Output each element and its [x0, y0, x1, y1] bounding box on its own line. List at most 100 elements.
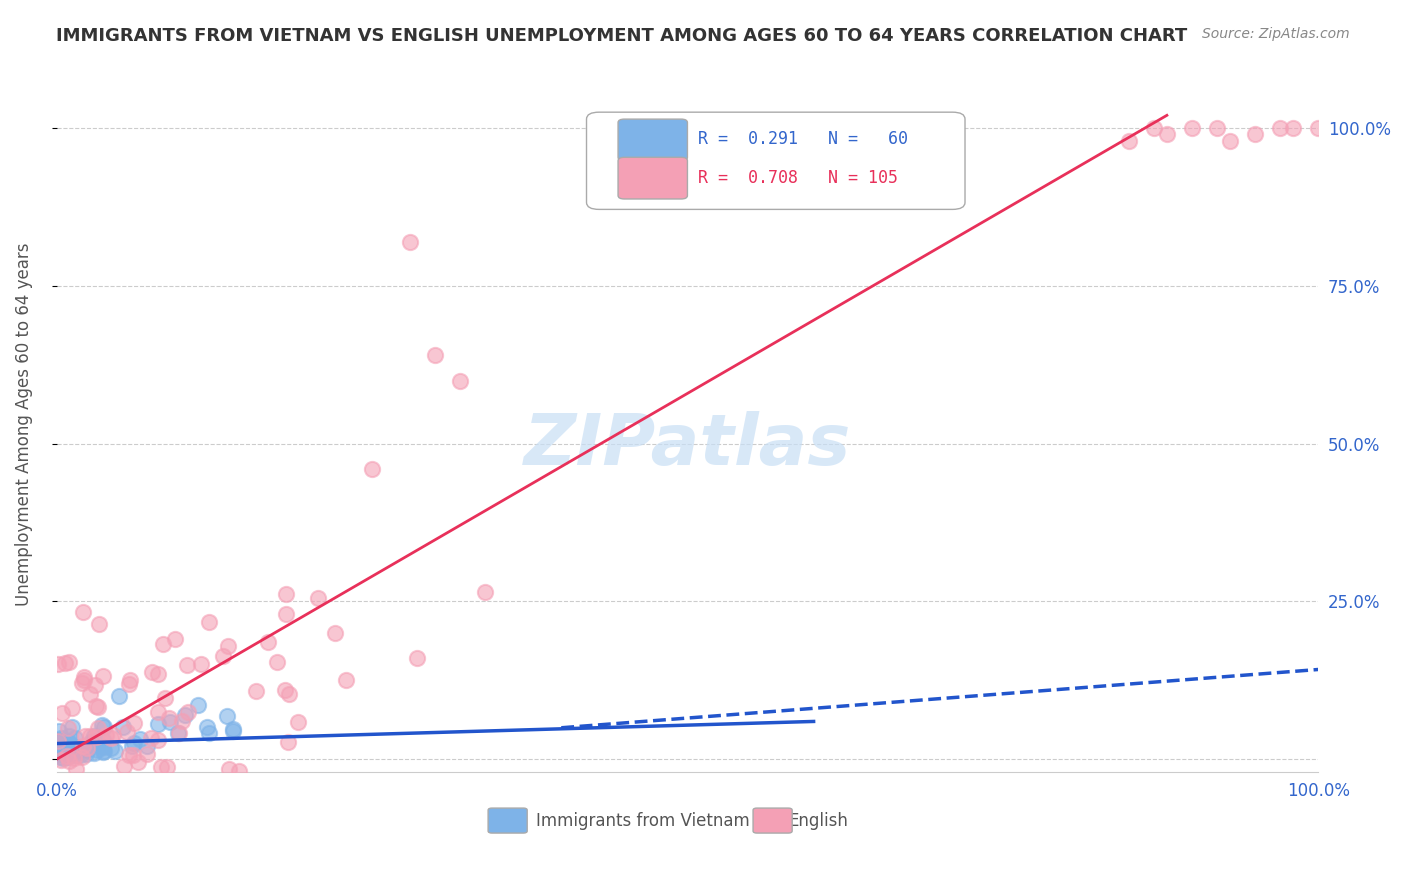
Point — [118, 677, 141, 691]
Point — [56, 749, 79, 764]
Point — [48, 750, 70, 764]
FancyBboxPatch shape — [488, 808, 527, 833]
Point — [76, 740, 98, 755]
Point — [93, 744, 115, 758]
Point — [87, 616, 110, 631]
Point — [197, 726, 219, 740]
FancyBboxPatch shape — [619, 120, 688, 161]
Point — [51, 731, 73, 745]
Point — [55, 784, 77, 798]
Point — [166, 725, 188, 739]
Point — [104, 743, 127, 757]
Point — [65, 743, 87, 757]
Text: English: English — [789, 812, 848, 830]
Point — [58, 754, 80, 768]
Point — [73, 673, 96, 687]
Point — [75, 747, 97, 761]
Point — [165, 776, 187, 790]
Point — [399, 235, 422, 249]
Point — [55, 656, 77, 670]
Point — [222, 723, 245, 738]
Point — [87, 722, 110, 736]
Point — [63, 745, 86, 759]
Point — [423, 348, 446, 362]
Point — [405, 650, 427, 665]
Point — [46, 733, 69, 747]
Point — [60, 720, 83, 734]
FancyBboxPatch shape — [754, 808, 792, 833]
Point — [1181, 120, 1204, 135]
Point — [51, 706, 73, 721]
Point — [94, 728, 117, 742]
Point — [55, 735, 77, 749]
Text: Immigrants from Vietnam: Immigrants from Vietnam — [536, 812, 749, 830]
Point — [84, 730, 107, 744]
Point — [72, 739, 94, 753]
Point — [146, 732, 169, 747]
Point — [177, 706, 200, 720]
Point — [48, 744, 70, 758]
Point — [155, 691, 177, 706]
Point — [51, 745, 73, 759]
Point — [474, 585, 496, 599]
Text: ZIPatlas: ZIPatlas — [524, 411, 851, 480]
Point — [58, 655, 80, 669]
Point — [93, 720, 115, 734]
Point — [277, 735, 299, 749]
Point — [56, 748, 79, 763]
Point — [73, 730, 96, 744]
Point — [55, 784, 77, 798]
Point — [112, 720, 135, 734]
Point — [198, 615, 221, 629]
Text: R =  0.708   N = 105: R = 0.708 N = 105 — [697, 169, 897, 187]
Point — [1143, 120, 1166, 135]
Point — [323, 625, 346, 640]
Point — [80, 734, 103, 748]
Point — [1118, 134, 1140, 148]
Point — [53, 741, 76, 756]
Point — [165, 632, 187, 646]
Point — [150, 760, 173, 774]
Point — [278, 687, 301, 701]
Point — [257, 635, 280, 649]
Point — [91, 733, 114, 747]
Point — [307, 591, 329, 605]
Point — [60, 784, 83, 798]
Point — [190, 657, 212, 671]
Point — [222, 723, 245, 737]
Point — [65, 739, 87, 754]
Point — [101, 728, 124, 742]
Point — [52, 751, 75, 765]
Point — [174, 707, 197, 722]
Point — [49, 784, 72, 798]
Point — [228, 764, 250, 778]
Point — [146, 666, 169, 681]
Point — [276, 587, 298, 601]
Point — [62, 701, 84, 715]
Point — [335, 673, 357, 687]
Point — [449, 374, 471, 388]
Point — [91, 745, 114, 759]
Point — [121, 739, 143, 753]
Point — [195, 720, 218, 734]
Point — [139, 731, 162, 745]
Point — [115, 724, 138, 739]
Point — [58, 721, 80, 735]
Point — [79, 729, 101, 743]
Point — [215, 709, 238, 723]
Text: Source: ZipAtlas.com: Source: ZipAtlas.com — [1202, 27, 1350, 41]
Point — [135, 747, 157, 762]
Point — [53, 747, 76, 761]
FancyBboxPatch shape — [586, 112, 965, 210]
Point — [90, 718, 112, 732]
Point — [46, 733, 69, 747]
Point — [172, 714, 194, 729]
Point — [146, 717, 169, 731]
Point — [73, 784, 96, 798]
Point — [49, 733, 72, 747]
Point — [146, 705, 169, 719]
Point — [218, 763, 240, 777]
Point — [127, 755, 149, 769]
Point — [66, 784, 89, 798]
Point — [118, 747, 141, 762]
